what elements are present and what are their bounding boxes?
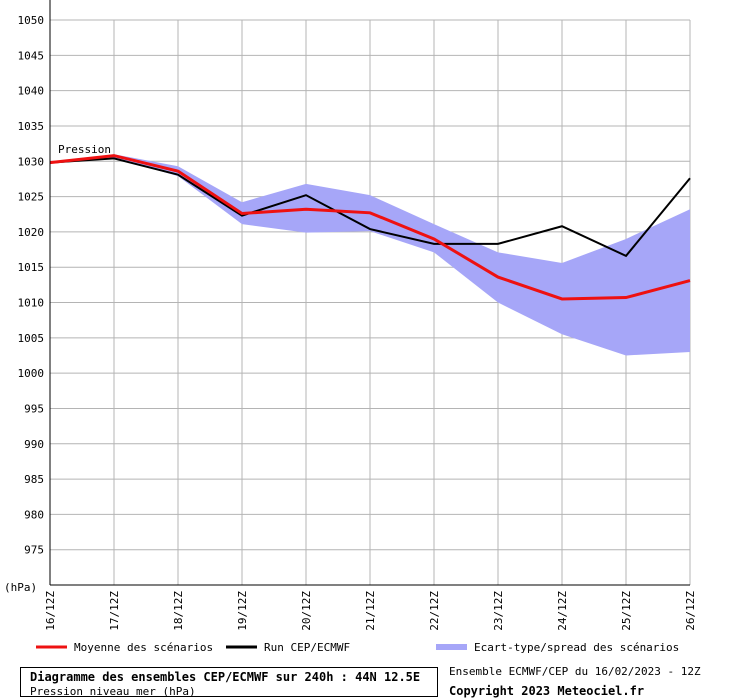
x-tick-label: 22/12Z <box>428 591 441 631</box>
x-tick-label: 21/12Z <box>364 591 377 631</box>
chart-info-box: Diagramme des ensembles CEP/ECMWF sur 24… <box>20 667 438 698</box>
x-tick-label: 18/12Z <box>172 591 185 631</box>
x-tick-label: 20/12Z <box>300 591 313 631</box>
y-tick-label: 995 <box>24 402 44 415</box>
y-tick-label: 1030 <box>18 155 45 168</box>
mean-series-line <box>49 154 691 301</box>
chart-subtitle: Pression niveau mer (hPa) <box>30 685 196 698</box>
legend-label: Ecart-type/spread des scénarios <box>474 641 679 654</box>
legend-run: Run CEP/ECMWF <box>226 641 350 654</box>
x-tick-labels: 16/12Z 17/12Z 18/12Z 19/12Z 20/12Z 21/12Z 22/1… <box>44 591 697 631</box>
copyright: Copyright 2023 Meteociel.fr <box>449 684 645 698</box>
y-tick-label: 1025 <box>18 191 45 204</box>
x-tick-label: 26/12Z <box>684 591 697 631</box>
y-tick-label: 1005 <box>18 332 45 345</box>
legend: Moyenne des scénarios Run CEP/ECMWF Ecart-… <box>36 641 679 654</box>
y-tick-label: 985 <box>24 473 44 486</box>
y-tick-label: 1000 <box>18 367 45 380</box>
y-axis-unit-label: (hPa) <box>4 581 37 594</box>
y-tick-label: 980 <box>24 508 44 521</box>
y-tick-label: 1045 <box>18 49 45 62</box>
y-tick-label: 1035 <box>18 120 45 133</box>
y-tick-labels: 975 980 985 990 995 1000 1005 1010 1015 1020 1025 1… <box>18 14 45 557</box>
x-tick-label: 16/12Z <box>44 591 57 631</box>
ensemble-chart: 975 980 985 990 995 1000 1005 1010 1015 1020 1025 1… <box>4 0 697 654</box>
legend-label: Run CEP/ECMWF <box>264 641 350 654</box>
x-tick-label: 24/12Z <box>556 591 569 631</box>
legend-spread: Ecart-type/spread des scénarios <box>436 641 679 654</box>
y-tick-label: 1040 <box>18 85 45 98</box>
series-inline-label: Pression <box>58 143 111 156</box>
run-info: Ensemble ECMWF/CEP du 16/02/2023 - 12Z <box>449 665 701 678</box>
spread-band <box>50 154 690 356</box>
y-tick-label: 1020 <box>18 226 45 239</box>
x-tick-label: 17/12Z <box>108 591 121 631</box>
chart-title: Diagramme des ensembles CEP/ECMWF sur 24… <box>30 670 421 684</box>
y-tick-label: 1015 <box>18 261 45 274</box>
legend-label: Moyenne des scénarios <box>74 641 213 654</box>
y-tick-label: 1010 <box>18 297 45 310</box>
legend-mean: Moyenne des scénarios <box>36 641 213 654</box>
x-tick-label: 23/12Z <box>492 591 505 631</box>
x-tick-label: 25/12Z <box>620 591 633 631</box>
y-tick-label: 1050 <box>18 14 45 27</box>
x-tick-label: 19/12Z <box>236 591 249 631</box>
run-series-line <box>49 157 691 258</box>
y-tick-label: 990 <box>24 438 44 451</box>
y-tick-label: 975 <box>24 544 44 557</box>
